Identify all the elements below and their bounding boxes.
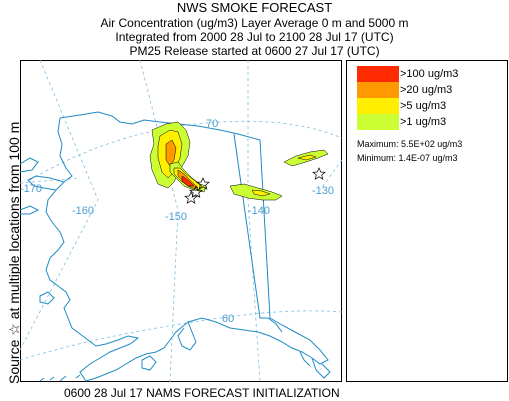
- label-lat-70: 70: [206, 118, 218, 130]
- source-star: [312, 167, 326, 180]
- seward-peninsula-coast: [27, 175, 65, 191]
- source-star: [196, 177, 210, 190]
- concentration-legend: >100 ug/m3 >20 ug/m3 >5 ug/m3 >1 ug/m3 M…: [346, 60, 508, 382]
- kodiak-island: [141, 355, 157, 371]
- plume-interior-100ug: [181, 175, 195, 187]
- legend-swatch-20: [357, 82, 399, 98]
- st-lawrence-island: [20, 205, 40, 215]
- concentration-subtitle: Air Concentration (ug/m3) Layer Average …: [100, 16, 409, 30]
- legend-swatch-1: [357, 114, 399, 130]
- legend-label-5: >5 ug/m3: [400, 100, 447, 112]
- coastline: [20, 111, 331, 382]
- chukotka-coast: [20, 157, 39, 173]
- plume-interior-source: [169, 161, 207, 193]
- longitude-140-line: [247, 60, 261, 382]
- nunivak-island: [39, 291, 55, 305]
- integration-period: Integrated from 2000 28 Jul to 2100 28 J…: [115, 30, 394, 44]
- plume-east: [283, 149, 329, 167]
- release-info: PM25 Release started at 0600 27 Jul 17 (…: [129, 44, 380, 58]
- label-lat-60: 60: [222, 313, 234, 325]
- label-lon-130: -130: [312, 185, 334, 197]
- aleutian-islands: [39, 374, 81, 382]
- plume-yukon-5ug: [251, 189, 271, 197]
- legend-swatch-100: [357, 66, 399, 82]
- graticule: [20, 60, 342, 382]
- longitude-170-line: [20, 177, 81, 184]
- smoke-forecast-map: 70 60 -170 -160 -150 -140 -130: [20, 60, 342, 382]
- us-canada-border: [233, 133, 283, 333]
- legend-swatch-5: [357, 98, 399, 114]
- legend-label-20: >20 ug/m3: [400, 84, 453, 96]
- label-lon-160: -160: [72, 205, 94, 217]
- plume-east-5ug: [297, 154, 317, 161]
- source-star: [184, 191, 198, 204]
- longitude-130-line: [319, 159, 342, 191]
- legend-label-100: >100 ug/m3: [400, 68, 459, 80]
- label-lon-140: -140: [248, 205, 270, 217]
- label-lon-170: -170: [20, 183, 42, 195]
- plume-yukon: [229, 183, 283, 201]
- cook-inlet-coast: [177, 321, 197, 351]
- source-markers: [184, 167, 326, 204]
- latitude-60-line: [20, 310, 342, 361]
- map-title: NWS SMOKE FORECAST: [176, 0, 333, 15]
- latitude-70-line: [29, 120, 342, 181]
- forecast-initialization: 0600 28 Jul 17 NAMS FORECAST INITIALIZAT…: [64, 386, 340, 400]
- legend-label-1: >1 ug/m3: [400, 116, 447, 128]
- southeast-alaska-islands: [299, 351, 331, 379]
- legend-maximum: Maximum: 5.5E+02 ug/m3: [357, 139, 463, 149]
- source-star: [189, 185, 203, 198]
- legend-minimum: Minimum: 1.4E-07 ug/m3: [357, 153, 458, 163]
- label-lon-150: -150: [165, 211, 187, 223]
- smoke-plumes: [149, 121, 329, 201]
- plume-north-slope-20ug: [165, 139, 177, 167]
- longitude-160-line: [20, 60, 99, 351]
